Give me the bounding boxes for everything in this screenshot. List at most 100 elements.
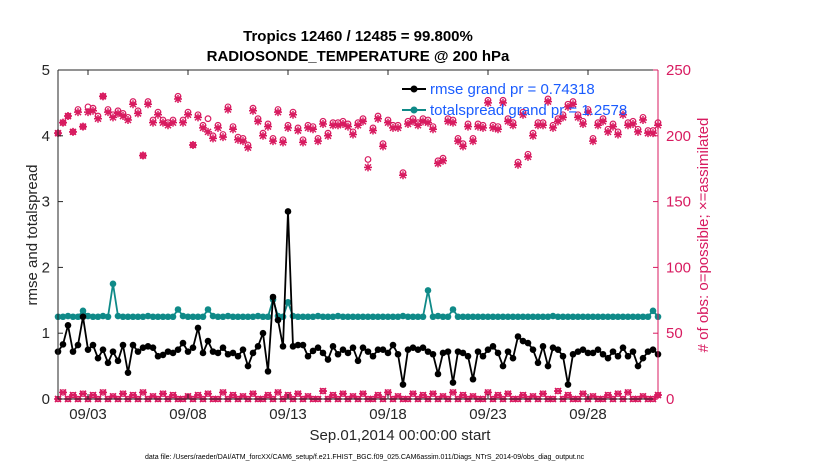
obs-near-zero-assimilated-point: [139, 388, 147, 396]
rmse-point: [244, 362, 252, 370]
obs-assimilated-point: [189, 141, 197, 150]
obs-near-zero-assimilated-point: [339, 390, 347, 398]
obs-assimilated-point: [434, 159, 442, 168]
rmse-point: [564, 381, 572, 388]
rmse-point: [129, 341, 137, 349]
obs-assimilated-point: [604, 127, 612, 136]
data-file-footnote: data file: /Users/raeder/DAI/ATM_forcXX/…: [145, 454, 585, 461]
rmse-point: [579, 346, 587, 353]
spread-point: [634, 313, 642, 321]
obs-assimilated-point: [179, 118, 187, 127]
obs-near-zero-assimilated-point: [579, 390, 587, 398]
obs-near-zero-assimilated-point: [614, 390, 622, 398]
obs-near-zero-assimilated-point: [539, 390, 547, 398]
rmse-point: [499, 362, 507, 370]
rmse-point: [424, 348, 432, 355]
rmse-point: [529, 346, 537, 353]
obs-assimilated-point: [339, 119, 347, 128]
obs-assimilated-point: [244, 143, 252, 152]
rmse-point: [354, 357, 362, 365]
obs-near-zero-assimilated-point: [384, 388, 392, 396]
spread-point: [404, 313, 412, 321]
spread-point: [439, 313, 447, 321]
y-tick-label-right: 50: [666, 325, 683, 342]
spread-point: [304, 313, 312, 321]
spread-point: [339, 313, 347, 321]
obs-assimilated-point: [599, 117, 607, 126]
spread-point: [299, 313, 307, 321]
y-tick-label-left: 4: [42, 128, 50, 145]
obs-near-zero-assimilated-point: [409, 390, 417, 398]
spread-point: [59, 313, 67, 321]
spread-point: [179, 312, 187, 320]
y-tick-label-left: 1: [42, 325, 50, 342]
obs-assimilated-point: [109, 113, 117, 122]
spread-point: [449, 306, 457, 313]
rmse-point: [69, 348, 77, 355]
obs-assimilated-point: [444, 117, 452, 126]
spread-point: [154, 313, 162, 321]
obs-assimilated-point: [94, 114, 102, 123]
obs-assimilated-point: [354, 121, 362, 130]
rmse-point: [179, 339, 187, 347]
spread-point: [514, 313, 522, 321]
rmse-point: [279, 343, 287, 350]
spread-point: [454, 313, 462, 321]
rmse-point: [334, 350, 342, 358]
rmse-point: [134, 348, 142, 355]
spread-point: [459, 313, 467, 321]
obs-assimilated-point: [239, 137, 247, 146]
rmse-point: [319, 349, 327, 357]
obs-assimilated-point: [139, 151, 147, 160]
rmse-point: [554, 346, 562, 353]
obs-near-zero-assimilated-point: [429, 390, 437, 398]
spread-point: [124, 313, 132, 321]
spread-point: [119, 313, 127, 321]
rmse-point: [489, 343, 497, 350]
y-tick-label-right: 0: [666, 391, 674, 408]
obs-near-zero-assimilated-point: [554, 387, 562, 395]
spread-point: [224, 312, 232, 320]
obs-assimilated-point: [564, 102, 572, 111]
legend-rmse-label: rmse grand pr = 0.74318: [430, 81, 595, 98]
rmse-point: [544, 362, 552, 370]
spread-point: [139, 313, 147, 321]
obs-assimilated-point: [289, 110, 297, 119]
spread-point: [519, 313, 527, 321]
spread-point: [319, 313, 327, 321]
obs-assimilated-point: [574, 113, 582, 122]
rmse-point: [114, 357, 122, 365]
obs-assimilated-point: [199, 123, 207, 132]
rmse-point: [119, 341, 127, 349]
obs-assimilated-point: [204, 127, 212, 136]
spread-point: [424, 287, 432, 294]
rmse-point: [344, 349, 352, 357]
obs-assimilated-point: [584, 108, 592, 117]
rmse-point: [249, 349, 257, 357]
obs-assimilated-point: [619, 110, 627, 119]
obs-assimilated-point: [104, 108, 112, 117]
obs-assimilated-point: [554, 117, 562, 126]
spread-point: [574, 313, 582, 321]
obs-near-zero-assimilated-point: [294, 390, 302, 398]
rmse-point: [169, 349, 177, 357]
spread-point: [479, 313, 487, 321]
rmse-point: [84, 346, 92, 353]
obs-near-zero-assimilated-point: [249, 390, 257, 398]
spread-point: [69, 313, 77, 321]
rmse-point: [644, 348, 652, 355]
obs-assimilated-point: [234, 135, 242, 144]
obs-possible-point: [204, 115, 212, 123]
y-tick-label-right: 100: [666, 259, 691, 276]
rmse-point: [534, 359, 542, 367]
obs-assimilated-point: [464, 122, 472, 131]
spread-point: [239, 313, 247, 321]
spread-point: [324, 313, 332, 321]
obs-assimilated-point: [424, 118, 432, 127]
rmse-point: [394, 350, 402, 358]
rmse-point: [429, 350, 437, 358]
rmse-point: [464, 352, 472, 360]
chart-subtitle: RADIOSONDE_TEMPERATURE @ 200 hPa: [207, 48, 510, 65]
spread-point: [539, 313, 547, 321]
spread-point: [94, 313, 102, 321]
